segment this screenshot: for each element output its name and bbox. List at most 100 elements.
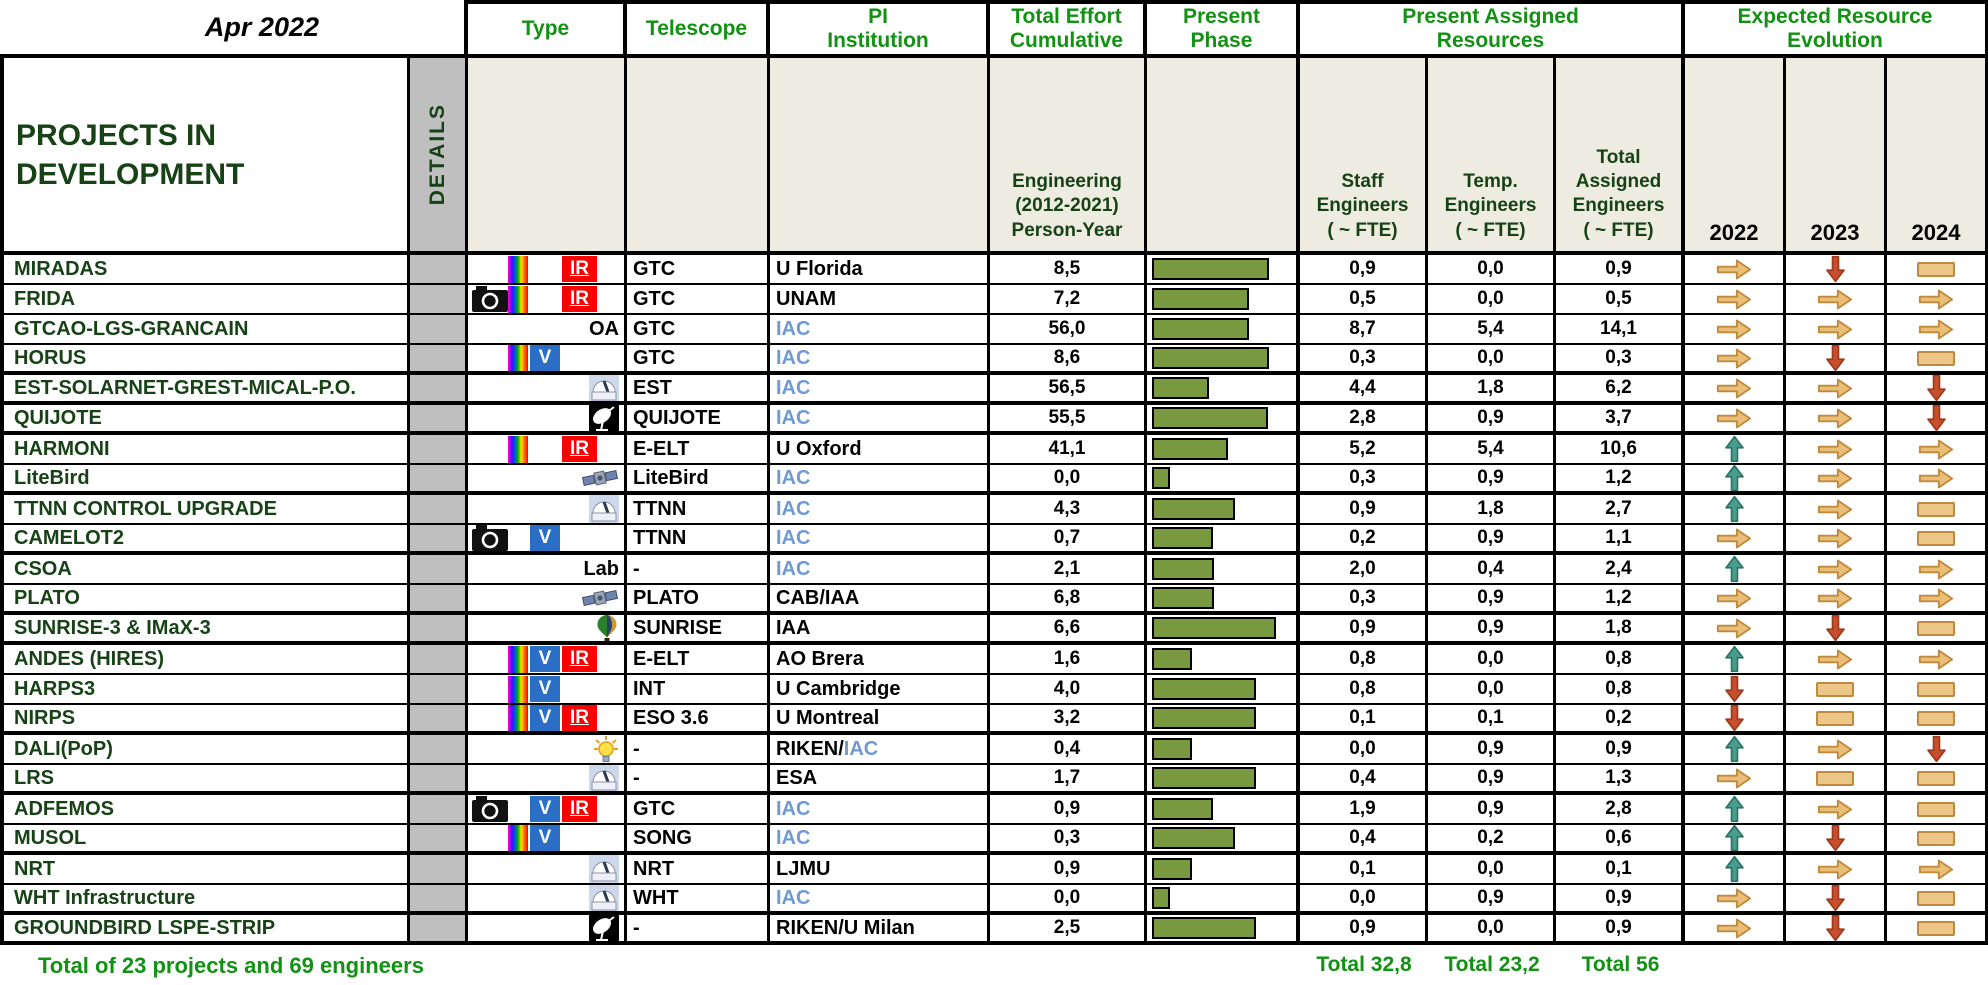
type-slot-camera — [470, 255, 508, 283]
pi-institution-iac-link[interactable]: IAC — [776, 376, 811, 399]
details-cell[interactable] — [410, 585, 468, 615]
evolution-2024-cell — [1887, 405, 1988, 435]
present-phase-cell — [1147, 735, 1300, 765]
staff-engineers-cell: 5,2 — [1300, 435, 1428, 465]
telescope-cell: TTNN — [627, 525, 770, 555]
type-slot-visible — [530, 255, 562, 283]
evolution-2022-cell — [1685, 585, 1786, 615]
evolution-2023-cell — [1786, 465, 1887, 495]
evolution-2022-cell — [1685, 555, 1786, 585]
type-cell — [468, 495, 627, 525]
details-cell[interactable] — [410, 645, 468, 675]
pi-institution-iac-link[interactable]: IAC — [776, 826, 811, 849]
pi-institution-iac-link[interactable]: IAC — [776, 797, 811, 820]
temp-engineers-cell: 0,9 — [1428, 795, 1556, 825]
phase-bar-track — [1147, 285, 1296, 313]
total-effort-cell: 0,9 — [990, 795, 1147, 825]
footer-spacer-2023 — [1786, 945, 1887, 985]
details-cell[interactable] — [410, 495, 468, 525]
type-slot-misc — [589, 885, 624, 911]
pi-institution-iac-link[interactable]: IAC — [776, 346, 811, 369]
details-cell[interactable] — [410, 405, 468, 435]
details-cell[interactable] — [410, 465, 468, 495]
details-cell[interactable] — [410, 795, 468, 825]
type-cell — [468, 855, 627, 885]
type-slot-spectrum — [505, 915, 525, 941]
type-cell: V — [468, 825, 627, 855]
trend-up-icon — [1724, 825, 1744, 851]
total-effort-cell: 6,8 — [990, 585, 1147, 615]
infrared-badge: IR — [562, 646, 597, 672]
details-cell[interactable] — [410, 375, 468, 405]
type-slot-spectrum — [508, 795, 530, 823]
type-slot-misc — [589, 375, 624, 401]
pi-institution-iac-link[interactable]: IAC — [776, 526, 811, 549]
trend-down-icon — [1825, 615, 1845, 641]
details-cell[interactable] — [410, 525, 468, 555]
total-effort-cell: 4,0 — [990, 675, 1147, 705]
type-slot-misc — [581, 465, 624, 491]
pi-institution-cell: IAC — [770, 525, 990, 555]
pi-institution-text: U Cambridge — [776, 677, 901, 700]
pi-institution-cell: RIKEN/IAC — [770, 735, 990, 765]
details-cell[interactable] — [410, 705, 468, 735]
year-header-2024: 2024 — [1887, 58, 1988, 255]
phase-progress-bar — [1152, 438, 1228, 460]
temp-engineers-cell: 0,4 — [1428, 555, 1556, 585]
type-slot-visible: V — [530, 645, 562, 673]
project-name-cell: ANDES (HIRES) — [0, 645, 410, 675]
visible-band-badge: V — [530, 646, 560, 672]
evolution-2022-cell — [1685, 705, 1786, 735]
radio-dish-icon — [589, 915, 619, 941]
type-slot-spectrum — [503, 555, 522, 583]
details-cell[interactable] — [410, 435, 468, 465]
staff-engineers-cell: 0,2 — [1300, 525, 1428, 555]
evolution-2023-cell — [1786, 825, 1887, 855]
type-slot-spectrum — [508, 525, 530, 551]
type-slot-visible: V — [530, 825, 562, 851]
details-cell[interactable] — [410, 735, 468, 765]
col-group-expected-resource-evolution: Expected Resource Evolution — [1685, 0, 1988, 58]
details-cell[interactable] — [410, 885, 468, 915]
details-cell[interactable] — [410, 255, 468, 285]
details-cell[interactable] — [410, 345, 468, 375]
details-cell[interactable] — [410, 675, 468, 705]
phase-bar-track — [1147, 465, 1296, 491]
staff-engineers-cell: 4,4 — [1300, 375, 1428, 405]
staff-engineers-cell: 0,3 — [1300, 585, 1428, 615]
trend-up-icon — [1724, 555, 1744, 583]
pi-institution-iac-link[interactable]: IAC — [843, 737, 879, 760]
pi-institution-text: ESA — [776, 766, 818, 789]
details-cell[interactable] — [410, 315, 468, 345]
details-cell[interactable] — [410, 555, 468, 585]
details-cell[interactable] — [410, 825, 468, 855]
type-slot-spectrum — [502, 585, 521, 611]
temp-engineers-cell: 0,0 — [1428, 645, 1556, 675]
pi-institution-iac-link[interactable]: IAC — [776, 497, 811, 520]
pi-institution-cell: U Oxford — [770, 435, 990, 465]
type-cell — [468, 405, 627, 435]
trend-right-icon — [1817, 799, 1853, 819]
pi-institution-iac-link[interactable]: IAC — [776, 317, 811, 340]
project-name-cell: DALI(PoP) — [0, 735, 410, 765]
pi-institution-iac-link[interactable]: IAC — [776, 466, 811, 489]
details-cell[interactable] — [410, 285, 468, 315]
type-slot-infrared — [554, 885, 589, 911]
details-cell[interactable] — [410, 915, 468, 945]
present-phase-cell — [1147, 255, 1300, 285]
total-assigned-cell: 6,2 — [1556, 375, 1685, 405]
evolution-2022-cell — [1685, 285, 1786, 315]
phase-bar-track — [1147, 705, 1296, 731]
details-cell[interactable] — [410, 855, 468, 885]
visible-band-badge: V — [530, 525, 560, 551]
temp-engineers-cell: 0,9 — [1428, 585, 1556, 615]
details-cell[interactable] — [410, 615, 468, 645]
present-phase-cell — [1147, 645, 1300, 675]
pi-institution-iac-link[interactable]: IAC — [776, 557, 811, 580]
trend-down-icon — [1926, 735, 1946, 763]
details-cell[interactable] — [410, 765, 468, 795]
type-slot-camera — [470, 885, 505, 911]
total-effort-cell: 0,7 — [990, 525, 1147, 555]
pi-institution-iac-link[interactable]: IAC — [776, 406, 811, 429]
pi-institution-iac-link[interactable]: IAC — [776, 886, 811, 909]
